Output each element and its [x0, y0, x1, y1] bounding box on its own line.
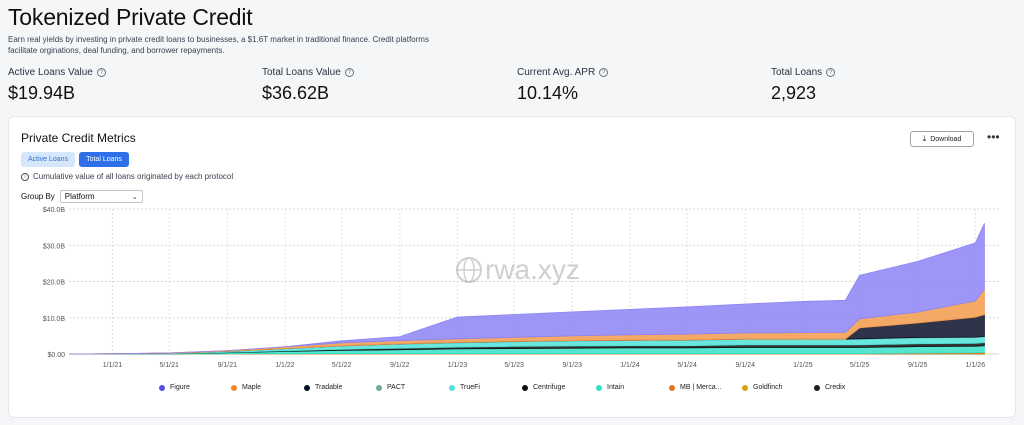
stats-row: Active Loans Value? $19.94B Total Loans … — [8, 67, 1024, 107]
y-axis-labels: $0.00 $10.0B $20.0B $30.0B $40.0B — [43, 207, 66, 359]
x-tick-label: 1/1/24 — [620, 362, 640, 369]
legend-dot-icon — [449, 384, 455, 391]
chart-legend: Figure Maple Tradable PACT TrueFi Centrifuge I… — [9, 384, 1017, 396]
legend-item[interactable]: Maple — [231, 384, 261, 391]
stat-total-loans: Total Loans? 2,923 — [771, 67, 836, 104]
group-by-value: Platform — [64, 192, 95, 201]
legend-label: Tradable — [315, 384, 343, 391]
group-by-label: Group By — [21, 192, 55, 201]
group-by-select[interactable]: Platform ⌄ — [59, 190, 143, 203]
legend-label: Figure — [170, 384, 190, 391]
legend-item[interactable]: Intain — [596, 384, 624, 391]
legend-item[interactable]: PACT — [376, 384, 405, 391]
legend-item[interactable]: TrueFi — [449, 384, 480, 391]
legend-dot-icon — [522, 384, 528, 391]
legend-dot-icon — [814, 384, 820, 391]
question-icon[interactable]: ? — [826, 68, 836, 77]
download-icon: ⤓ — [922, 134, 927, 143]
info-text: Cumulative value of all loans originated… — [33, 172, 234, 181]
stacked-area-chart[interactable]: $0.00 $10.0B $20.0B $30.0B $40.0B 1/1/21 5/1/… — [9, 117, 1017, 382]
x-tick-label: 9/1/24 — [736, 362, 756, 369]
download-label: Download — [930, 135, 962, 143]
stat-label: Total Loans — [771, 67, 823, 78]
x-tick-label: 5/1/24 — [677, 362, 697, 369]
y-tick-label: $10.0B — [43, 316, 66, 323]
download-button[interactable]: ⤓ Download — [910, 131, 974, 147]
stat-value: 2,923 — [771, 83, 817, 103]
stat-value: $36.62B — [262, 83, 330, 103]
x-tick-label: 1/1/25 — [793, 362, 813, 369]
question-icon[interactable]: ? — [344, 68, 354, 77]
legend-dot-icon — [669, 384, 675, 391]
x-tick-label: 1/1/23 — [448, 362, 468, 369]
chart-areas — [68, 223, 985, 355]
x-tick-label: 1/1/22 — [275, 362, 295, 369]
legend-item[interactable]: Goldfinch — [742, 384, 783, 391]
chevron-down-icon: ⌄ — [131, 193, 138, 201]
metrics-card: Private Credit Metrics ⤓ Download ••• Ac… — [8, 116, 1016, 418]
legend-dot-icon — [159, 384, 165, 391]
x-tick-label: 1/1/21 — [103, 362, 123, 369]
stat-label: Active Loans Value — [8, 67, 93, 78]
tab-active-loans[interactable]: Active Loans — [21, 152, 76, 167]
x-tick-label: 5/1/21 — [159, 362, 179, 369]
stat-value: $19.94B — [8, 83, 76, 103]
stat-value: 10.14% — [517, 83, 579, 103]
y-tick-label: $0.00 — [47, 352, 65, 359]
globe-icon — [456, 257, 482, 283]
stat-label: Current Avg. APR — [517, 67, 596, 78]
legend-dot-icon — [376, 384, 382, 391]
legend-label: PACT — [387, 384, 406, 391]
y-tick-label: $40.0B — [43, 207, 66, 214]
x-tick-label: 9/1/25 — [908, 362, 928, 369]
legend-dot-icon — [231, 384, 237, 391]
x-tick-label: 5/1/23 — [504, 362, 524, 369]
legend-label: Credix — [825, 384, 846, 391]
legend-item[interactable]: Credix — [814, 384, 845, 391]
x-tick-label: 5/1/22 — [332, 362, 352, 369]
legend-item[interactable]: MB | Merca... — [669, 384, 722, 391]
question-icon[interactable]: ? — [96, 68, 106, 77]
legend-dot-icon — [742, 384, 748, 391]
y-tick-label: $20.0B — [43, 280, 66, 287]
card-title: Private Credit Metrics — [21, 131, 136, 145]
question-icon[interactable]: ? — [599, 68, 609, 77]
watermark-text: rwa.xyz — [485, 254, 580, 285]
legend-label: Centrifuge — [533, 384, 566, 391]
page-description: Earn real yields by investing in private… — [8, 35, 429, 55]
legend-item[interactable]: Tradable — [304, 384, 342, 391]
legend-item[interactable]: Centrifuge — [522, 384, 565, 391]
area-figure — [68, 223, 985, 355]
legend-label: Intain — [607, 384, 625, 391]
x-tick-label: 1/1/26 — [966, 362, 986, 369]
x-axis-labels: 1/1/21 5/1/21 9/1/21 1/1/22 5/1/22 9/1/22 1/1/… — [103, 362, 985, 369]
stat-label: Total Loans Value — [262, 67, 341, 78]
x-tick-label: 9/1/23 — [563, 362, 583, 369]
y-tick-label: $30.0B — [43, 243, 66, 250]
chart-info: i Cumulative value of all loans originat… — [21, 172, 233, 181]
x-tick-label: 9/1/21 — [218, 362, 238, 369]
x-tick-label: 9/1/22 — [390, 362, 410, 369]
legend-item[interactable]: Figure — [159, 384, 190, 391]
loan-tabs: Active Loans Total Loans — [21, 152, 129, 167]
legend-dot-icon — [596, 384, 602, 391]
legend-dot-icon — [304, 384, 310, 391]
legend-label: TrueFi — [460, 384, 480, 391]
stat-current-avg-apr: Current Avg. APR? 10.14% — [517, 67, 609, 104]
info-icon: i — [21, 172, 29, 181]
stat-active-loans-value: Active Loans Value? $19.94B — [8, 67, 106, 104]
tab-total-loans[interactable]: Total Loans — [79, 152, 129, 167]
legend-label: Goldfinch — [753, 384, 783, 391]
page-title: Tokenized Private Credit — [8, 4, 253, 30]
x-tick-label: 5/1/25 — [850, 362, 870, 369]
legend-label: Maple — [242, 384, 262, 391]
group-by-control: Group By Platform ⌄ — [21, 190, 143, 203]
legend-label: MB | Merca... — [680, 384, 722, 391]
more-options-icon[interactable]: ••• — [987, 130, 1000, 144]
watermark: rwa.xyz — [456, 254, 580, 285]
stat-total-loans-value: Total Loans Value? $36.62B — [262, 67, 354, 104]
